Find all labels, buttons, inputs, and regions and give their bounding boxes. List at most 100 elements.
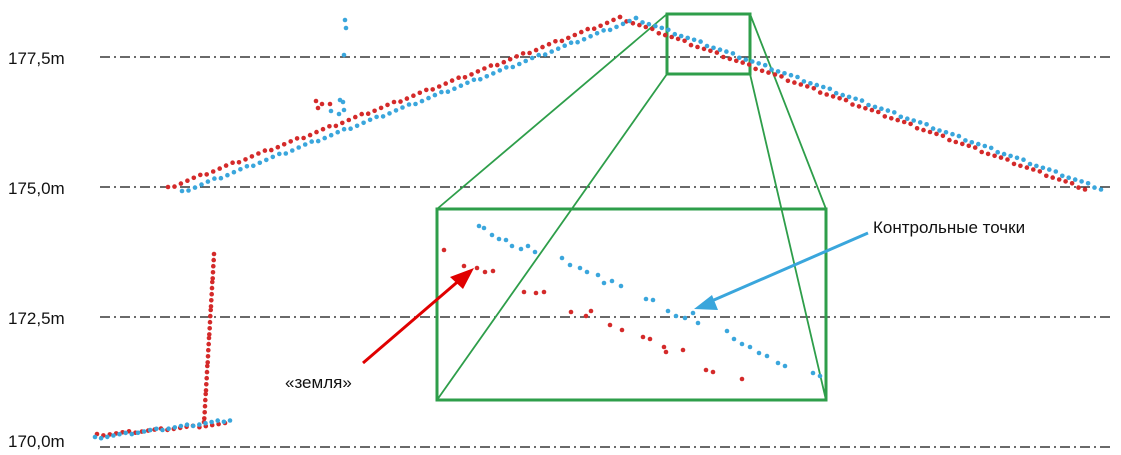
- data-point: [710, 369, 716, 375]
- data-point: [172, 425, 178, 430]
- data-point: [337, 97, 343, 103]
- data-point: [275, 144, 281, 150]
- data-point: [503, 237, 509, 243]
- data-point: [207, 332, 212, 337]
- data-point: [387, 111, 392, 116]
- data-point: [898, 114, 904, 120]
- data-point: [1056, 177, 1062, 182]
- data-point: [482, 269, 488, 275]
- data-point: [166, 426, 171, 432]
- data-point: [336, 111, 342, 117]
- data-point: [756, 61, 761, 66]
- annotations: «земля» Контрольные точки: [285, 218, 1025, 392]
- data-point: [620, 21, 626, 27]
- zoom-inset: [435, 12, 828, 402]
- data-point: [739, 376, 745, 382]
- data-point: [998, 155, 1004, 160]
- data-point: [1050, 175, 1055, 180]
- data-point: [901, 119, 907, 125]
- zoom-connector-line: [749, 13, 827, 210]
- data-point: [730, 51, 736, 56]
- zoom-connector-line: [749, 73, 827, 401]
- data-point: [553, 39, 558, 44]
- data-point: [296, 145, 302, 150]
- data-point: [1034, 163, 1039, 169]
- data-point: [496, 236, 502, 242]
- data-point: [669, 34, 674, 40]
- data-point: [541, 289, 547, 295]
- data-point: [288, 139, 294, 144]
- data-point: [1014, 155, 1020, 161]
- data-point: [650, 297, 656, 303]
- data-point: [243, 157, 248, 162]
- data-point: [417, 90, 423, 96]
- data-point: [1044, 173, 1049, 179]
- data-point: [439, 89, 444, 95]
- data-point: [659, 25, 665, 31]
- data-point: [562, 43, 567, 48]
- data-point: [203, 388, 209, 393]
- data-point: [717, 47, 723, 52]
- data-point: [141, 429, 147, 434]
- data-point: [814, 82, 820, 88]
- data-point: [207, 319, 213, 325]
- data-point: [172, 184, 177, 189]
- data-point: [798, 82, 804, 87]
- data-point: [238, 167, 243, 172]
- data-point: [566, 35, 571, 41]
- data-point: [549, 49, 554, 54]
- data-point: [165, 184, 171, 190]
- data-point: [520, 51, 526, 56]
- data-point: [879, 106, 884, 111]
- zoom-source-box: [665, 12, 752, 76]
- data-point: [703, 367, 709, 373]
- data-point: [895, 117, 900, 123]
- data-point: [947, 137, 952, 143]
- data-point: [309, 139, 315, 144]
- data-point: [411, 93, 416, 98]
- data-point: [322, 135, 328, 141]
- gridlines: [100, 56, 1112, 448]
- data-point: [509, 243, 515, 249]
- data-point: [911, 118, 916, 123]
- data-point: [833, 90, 839, 96]
- data-point: [617, 14, 623, 20]
- data-point: [666, 27, 671, 33]
- data-point: [404, 96, 410, 101]
- data-point: [1037, 169, 1043, 174]
- data-point: [518, 246, 524, 252]
- data-point: [203, 421, 208, 426]
- data-point: [1072, 177, 1078, 182]
- data-point: [277, 151, 282, 157]
- data-point: [1027, 161, 1033, 167]
- data-point: [982, 143, 988, 149]
- data-point: [178, 423, 184, 429]
- data-point: [341, 107, 347, 113]
- data-point: [117, 431, 122, 437]
- data-point: [921, 127, 926, 133]
- data-point: [665, 308, 671, 314]
- data-point: [458, 83, 464, 88]
- data-point: [583, 313, 589, 319]
- data-point: [708, 48, 713, 54]
- data-point: [465, 80, 470, 86]
- data-point: [540, 44, 545, 50]
- data-point: [782, 71, 787, 76]
- data-point: [724, 328, 730, 334]
- data-point: [209, 419, 214, 425]
- data-point: [591, 26, 597, 32]
- data-point: [704, 43, 710, 49]
- data-point: [406, 102, 412, 107]
- data-point: [105, 434, 110, 440]
- data-point: [328, 108, 334, 114]
- data-point: [341, 52, 347, 58]
- data-point: [678, 33, 684, 39]
- data-point: [976, 141, 981, 147]
- data-point: [979, 149, 984, 155]
- data-point: [604, 20, 610, 26]
- data-point: [753, 66, 758, 72]
- data-point: [206, 335, 212, 341]
- blue-control-points: [92, 15, 1104, 441]
- data-point: [244, 164, 250, 169]
- data-point: [1098, 187, 1104, 192]
